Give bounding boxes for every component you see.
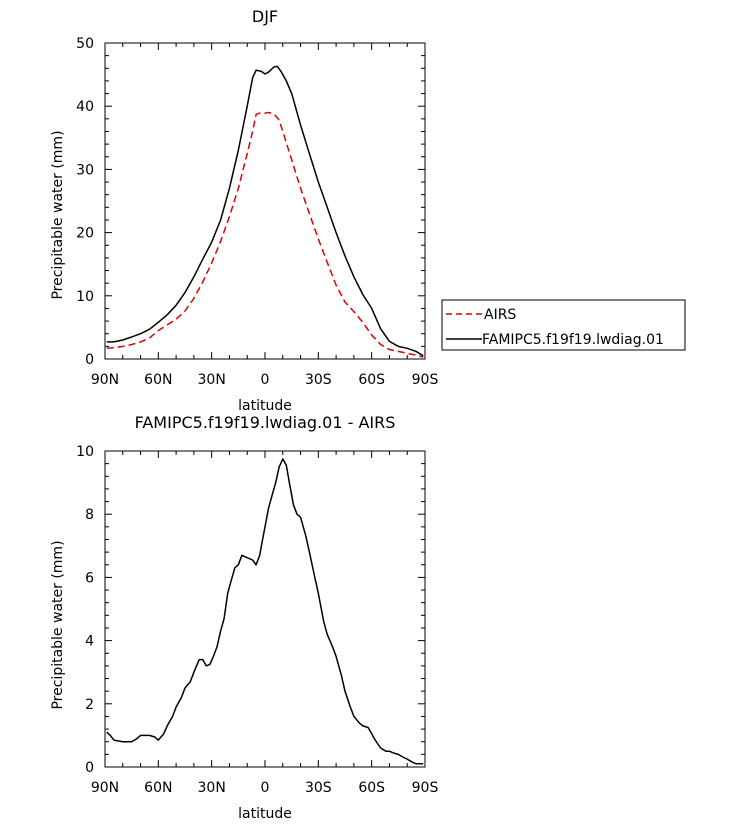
bottom-plot-area xyxy=(104,450,426,768)
x-tick-label: 60S xyxy=(358,372,385,388)
y-tick-label: 2 xyxy=(85,697,94,713)
legend: AIRS FAMIPC5.f19f19.lwdiag.01 xyxy=(441,299,686,351)
series-line-model xyxy=(106,458,424,765)
bottom-y-axis-label: Precipitable water (mm) xyxy=(50,540,66,709)
top-panel: DJF 90N 60N 30N 0 30S 60S 90S 0 10 20 30 40 50 lati… xyxy=(50,7,686,414)
y-tick-label: 6 xyxy=(85,570,94,586)
top-plot-area xyxy=(104,42,426,360)
y-tick-label: 4 xyxy=(85,634,94,650)
top-x-axis-label: latitude xyxy=(238,398,292,414)
y-tick-label: 20 xyxy=(76,226,94,242)
bottom-plot-frame xyxy=(104,450,426,768)
bottom-y-tick-labels: 0 2 4 6 8 10 xyxy=(76,444,94,776)
x-tick-label: 90S xyxy=(412,372,439,388)
x-tick-label: 90N xyxy=(91,372,119,388)
bottom-series-lines xyxy=(106,458,424,765)
top-y-tick-labels: 0 10 20 30 40 50 xyxy=(76,36,94,368)
top-plot-frame xyxy=(104,42,426,360)
y-tick-label: 0 xyxy=(85,352,94,368)
series-line-model xyxy=(106,65,424,357)
x-tick-label: 90N xyxy=(91,780,119,796)
bottom-chart-title: FAMIPC5.f19f19.lwdiag.01 - AIRS xyxy=(135,413,396,432)
top-x-tick-labels: 90N 60N 30N 0 30S 60S 90S xyxy=(91,372,439,388)
x-tick-label: 30S xyxy=(305,780,332,796)
x-tick-label: 60N xyxy=(144,372,172,388)
legend-model-label: FAMIPC5.f19f19.lwdiag.01 xyxy=(482,332,664,348)
y-tick-label: 30 xyxy=(76,162,94,178)
y-tick-label: 50 xyxy=(76,36,94,52)
bottom-x-axis-label: latitude xyxy=(238,806,292,822)
y-tick-label: 10 xyxy=(76,444,94,460)
y-tick-label: 0 xyxy=(85,760,94,776)
top-ticks xyxy=(104,42,426,360)
x-tick-label: 30S xyxy=(305,372,332,388)
y-tick-label: 40 xyxy=(76,99,94,115)
bottom-x-tick-labels: 90N 60N 30N 0 30S 60S 90S xyxy=(91,780,439,796)
y-tick-label: 8 xyxy=(85,507,94,523)
bottom-ticks xyxy=(104,450,426,768)
legend-box xyxy=(441,299,686,351)
y-tick-label: 10 xyxy=(76,289,94,305)
x-tick-label: 30N xyxy=(198,780,226,796)
top-series-lines xyxy=(106,65,424,358)
top-chart-title: DJF xyxy=(252,7,278,26)
series-line-airs xyxy=(106,111,424,358)
x-tick-label: 60S xyxy=(358,780,385,796)
x-tick-label: 0 xyxy=(261,372,270,388)
x-tick-label: 90S xyxy=(412,780,439,796)
x-tick-label: 30N xyxy=(198,372,226,388)
x-tick-label: 0 xyxy=(261,780,270,796)
top-y-axis-label: Precipitable water (mm) xyxy=(50,130,66,299)
x-tick-label: 60N xyxy=(144,780,172,796)
bottom-panel: FAMIPC5.f19f19.lwdiag.01 - AIRS 90N 60N 30… xyxy=(50,413,438,822)
legend-airs-label: AIRS xyxy=(484,307,516,323)
